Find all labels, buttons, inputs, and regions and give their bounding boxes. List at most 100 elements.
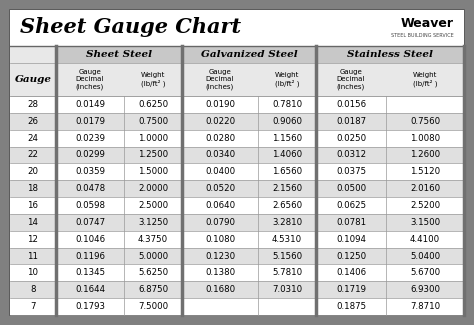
Bar	[10, 298, 464, 315]
Text: 0.9060: 0.9060	[272, 117, 302, 126]
Text: 2.6560: 2.6560	[272, 201, 302, 210]
Bar	[56, 46, 182, 63]
Text: 2.0000: 2.0000	[138, 184, 168, 193]
Text: 11: 11	[27, 252, 38, 261]
Text: Gauge
Decimal
(inches): Gauge Decimal (inches)	[337, 69, 365, 90]
Text: 2.1560: 2.1560	[272, 184, 302, 193]
Bar	[10, 281, 464, 298]
Text: 0.1094: 0.1094	[336, 235, 366, 244]
Text: 1.6560: 1.6560	[272, 167, 302, 176]
Text: 0.1196: 0.1196	[75, 252, 105, 261]
Text: Sheet Steel: Sheet Steel	[86, 50, 152, 59]
Text: 14: 14	[27, 218, 38, 227]
Bar	[10, 113, 464, 130]
Bar	[10, 10, 464, 46]
Text: 0.0239: 0.0239	[75, 134, 105, 143]
Text: 0.1230: 0.1230	[205, 252, 235, 261]
Bar	[316, 46, 464, 63]
Text: 4.4100: 4.4100	[410, 235, 440, 244]
Text: 1.0080: 1.0080	[410, 134, 440, 143]
Bar	[182, 46, 316, 63]
Bar	[10, 180, 464, 197]
Text: 7.5000: 7.5000	[138, 302, 168, 311]
Bar	[10, 96, 464, 113]
Text: Gauge
Decimal
(inches): Gauge Decimal (inches)	[76, 69, 104, 90]
Text: 5.0400: 5.0400	[410, 252, 440, 261]
Text: 0.7560: 0.7560	[410, 117, 440, 126]
Text: 2.5200: 2.5200	[410, 201, 440, 210]
Text: 0.0280: 0.0280	[205, 134, 235, 143]
Text: 0.0790: 0.0790	[205, 218, 235, 227]
Text: Stainless Steel: Stainless Steel	[347, 50, 433, 59]
Text: 0.0359: 0.0359	[75, 167, 105, 176]
Text: 1.2600: 1.2600	[410, 150, 440, 160]
Text: Weaver: Weaver	[401, 17, 454, 30]
Bar	[10, 63, 464, 96]
Text: Sheet Gauge Chart: Sheet Gauge Chart	[20, 17, 241, 37]
Text: 1.4060: 1.4060	[272, 150, 302, 160]
Text: 1.0000: 1.0000	[138, 134, 168, 143]
Text: 0.1719: 0.1719	[336, 285, 366, 294]
Text: 0.7810: 0.7810	[272, 100, 302, 109]
Text: 12: 12	[27, 235, 38, 244]
Text: 0.1406: 0.1406	[336, 268, 366, 277]
Bar	[10, 130, 464, 147]
Text: 7: 7	[30, 302, 36, 311]
Text: Weight
(lb/ft² ): Weight (lb/ft² )	[413, 72, 437, 87]
Bar	[10, 248, 464, 265]
Text: 0.0187: 0.0187	[336, 117, 366, 126]
Text: 0.0156: 0.0156	[336, 100, 366, 109]
Text: 5.0000: 5.0000	[138, 252, 168, 261]
Text: 0.7500: 0.7500	[138, 117, 168, 126]
Text: 0.0250: 0.0250	[336, 134, 366, 143]
Text: 0.0500: 0.0500	[336, 184, 366, 193]
Text: Galvanized Steel: Galvanized Steel	[201, 50, 297, 59]
Text: 26: 26	[27, 117, 38, 126]
Text: 3.2810: 3.2810	[272, 218, 302, 227]
Text: 20: 20	[27, 167, 38, 176]
Text: 1.2500: 1.2500	[138, 150, 168, 160]
Bar	[10, 163, 464, 180]
Text: 0.1793: 0.1793	[75, 302, 105, 311]
Text: 4.5310: 4.5310	[272, 235, 302, 244]
Text: 6.8750: 6.8750	[138, 285, 168, 294]
Text: 0.0400: 0.0400	[205, 167, 235, 176]
Text: STEEL BUILDING SERVICE: STEEL BUILDING SERVICE	[391, 33, 454, 38]
Text: 0.0375: 0.0375	[336, 167, 366, 176]
Text: 8: 8	[30, 285, 36, 294]
Text: 18: 18	[27, 184, 38, 193]
Text: 0.1680: 0.1680	[205, 285, 235, 294]
Text: 0.0340: 0.0340	[205, 150, 235, 160]
Bar	[10, 46, 56, 63]
Text: Gauge
Decimal
(inches): Gauge Decimal (inches)	[206, 69, 234, 90]
Text: Gauge: Gauge	[15, 75, 52, 84]
Text: 0.0781: 0.0781	[336, 218, 366, 227]
Bar	[10, 214, 464, 231]
Text: 0.0220: 0.0220	[205, 117, 235, 126]
Text: 5.6250: 5.6250	[138, 268, 168, 277]
Bar	[10, 265, 464, 281]
Text: 0.1345: 0.1345	[75, 268, 105, 277]
Text: 0.0312: 0.0312	[336, 150, 366, 160]
Text: 7.0310: 7.0310	[272, 285, 302, 294]
Bar	[10, 231, 464, 248]
Text: Weight
(lb/ft² ): Weight (lb/ft² )	[275, 72, 299, 87]
Text: 1.1560: 1.1560	[272, 134, 302, 143]
Text: 22: 22	[27, 150, 38, 160]
Text: 0.0747: 0.0747	[75, 218, 105, 227]
Text: 3.1500: 3.1500	[410, 218, 440, 227]
Bar	[10, 147, 464, 163]
Text: 0.0299: 0.0299	[75, 150, 105, 160]
Text: 16: 16	[27, 201, 38, 210]
Text: 1.5120: 1.5120	[410, 167, 440, 176]
Text: 0.0190: 0.0190	[205, 100, 235, 109]
Text: 0.1046: 0.1046	[75, 235, 105, 244]
Text: 24: 24	[27, 134, 38, 143]
Text: 0.0149: 0.0149	[75, 100, 105, 109]
Text: 0.1875: 0.1875	[336, 302, 366, 311]
Text: 28: 28	[27, 100, 38, 109]
Text: 3.1250: 3.1250	[138, 218, 168, 227]
Text: 4.3750: 4.3750	[138, 235, 168, 244]
Text: 2.5000: 2.5000	[138, 201, 168, 210]
Text: 0.0598: 0.0598	[75, 201, 105, 210]
